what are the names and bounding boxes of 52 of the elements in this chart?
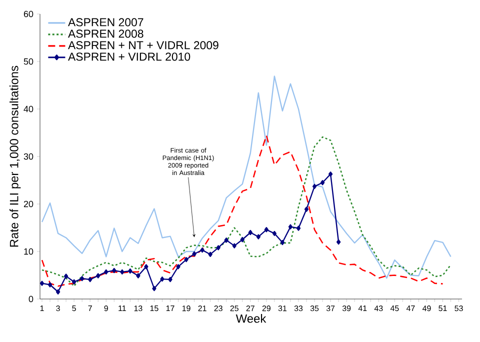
y-tick-label: 60 (24, 10, 34, 18)
point (112, 268, 116, 274)
point (88, 276, 92, 282)
point (280, 240, 285, 246)
legend-label: ASPREN 2008 (68, 30, 144, 38)
point (304, 206, 309, 212)
point (136, 273, 140, 278)
y-tick-label: 40 (24, 106, 34, 112)
legend-label: ASPREN + VIDRL 2010 (68, 52, 190, 61)
point (56, 289, 60, 294)
line-series (41, 76, 452, 279)
point (312, 184, 317, 190)
point (128, 268, 132, 274)
point (96, 273, 100, 278)
point (216, 245, 220, 250)
y-tick-label: 0 (28, 296, 34, 302)
y-tick-label: 50 (24, 58, 34, 65)
y-axis-title: Rate of ILI per 1,000 consultations (10, 66, 21, 247)
point (240, 237, 244, 242)
point (328, 171, 333, 177)
point (296, 226, 301, 231)
point (256, 234, 261, 240)
point (264, 227, 269, 232)
y-tick-label: 10 (24, 248, 34, 255)
point (248, 230, 252, 236)
point (208, 252, 212, 257)
point (168, 276, 172, 282)
point (48, 282, 52, 288)
point (160, 276, 164, 282)
point (224, 238, 228, 243)
point (152, 286, 156, 292)
point (40, 280, 44, 286)
point (336, 239, 341, 245)
point (232, 243, 236, 248)
x-axis-title: Week (236, 314, 266, 323)
point (120, 269, 124, 275)
y-tick-label: 20 (24, 200, 34, 208)
point (104, 269, 108, 275)
point (144, 264, 148, 270)
point (288, 224, 293, 230)
legend-label: ASPREN + NT + VIDRL 2009 (68, 41, 218, 50)
point (200, 247, 204, 253)
y-tick-label: 30 (24, 153, 34, 160)
point (184, 256, 188, 262)
point (64, 274, 68, 279)
point (272, 230, 277, 236)
point (176, 264, 180, 270)
legend-label: ASPREN 2007 (68, 18, 144, 26)
point (320, 180, 325, 186)
point (192, 251, 196, 256)
point (72, 279, 76, 284)
point (80, 276, 84, 282)
